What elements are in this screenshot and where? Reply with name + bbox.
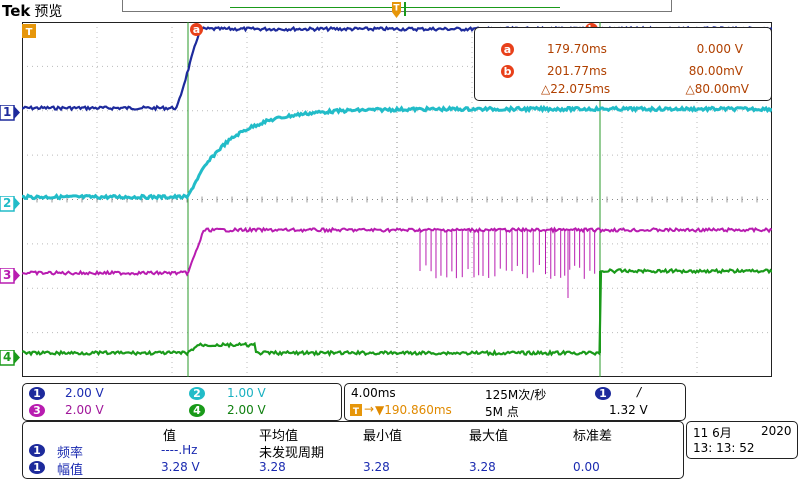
- cursor-readout-panel: a 179.70ms 0.000 V b 201.77ms 80.00mV △2…: [474, 27, 772, 101]
- top-bar: Tek 预览 T: [0, 0, 800, 22]
- ch3-marker-label: 3: [3, 268, 12, 282]
- horizontal-trigger-panel[interactable]: 4.00ms 125M次/秒 1 / T → ▼190.860ms 5M 点 1…: [344, 383, 686, 421]
- ch1-ground-marker[interactable]: 1: [0, 104, 20, 125]
- cursor-a-value: 0.000 V: [696, 42, 743, 56]
- ch1-badge[interactable]: 1: [29, 387, 45, 400]
- ch3-waveform: [22, 226, 772, 277]
- measurement-panel[interactable]: 值 平均值 最小值 最大值 标准差 1 频率 ----.Hz 未发现周期 1 幅…: [22, 421, 684, 479]
- meas2-std: 0.00: [573, 460, 600, 474]
- ch2-scale-value[interactable]: 1.00 V: [227, 386, 266, 400]
- col-header-min: 最小值: [363, 429, 403, 444]
- meas1-channel-badge: 1: [29, 444, 45, 457]
- meas2-mean: 3.28: [259, 460, 286, 474]
- ch4-scale-value[interactable]: 2.00 V: [227, 403, 266, 417]
- meas1-name[interactable]: 频率: [57, 446, 84, 461]
- cursor-a-badge: a: [501, 43, 514, 56]
- meas2-max: 3.28: [469, 460, 496, 474]
- brand-logo: Tek 预览: [2, 1, 62, 21]
- trigger-position-value[interactable]: ▼190.860ms: [375, 403, 452, 417]
- cursor-a-time: 179.70ms: [547, 42, 607, 56]
- trigger-position-tag-icon: T: [350, 404, 362, 417]
- cursor-delta-time: △22.075ms: [541, 82, 611, 96]
- year-value: 2020: [761, 424, 792, 438]
- ch1-marker-label: 1: [3, 105, 12, 119]
- trigger-position-icon[interactable]: T: [390, 0, 414, 22]
- graticule-frame: [22, 22, 772, 377]
- cursor-delta-value: △80.00mV: [685, 82, 749, 96]
- col-header-std: 标准差: [573, 429, 613, 444]
- ch2-badge[interactable]: 2: [189, 387, 205, 400]
- mode-label: 预览: [34, 4, 63, 20]
- trigger-slope-icon[interactable]: /: [637, 385, 642, 399]
- time-value: 13: 13: 52: [693, 441, 755, 455]
- trigger-marker-icon[interactable]: T: [22, 23, 44, 41]
- meas1-value: ----.Hz: [161, 443, 198, 457]
- meas2-channel-badge: 1: [29, 461, 45, 474]
- cursor-a-marker[interactable]: a: [190, 23, 203, 36]
- col-header-max: 最大值: [469, 429, 509, 444]
- date-value: 11 6月: [693, 426, 732, 440]
- ch3-scale-value[interactable]: 2.00 V: [65, 403, 104, 417]
- sample-rate-value: 125M次/秒: [485, 388, 547, 402]
- svg-text:T: T: [353, 407, 360, 417]
- cursor-b-value: 80.00mV: [688, 64, 743, 78]
- datetime-panel[interactable]: 11 6月 2020 13: 13: 52: [686, 421, 798, 459]
- ch2-ground-marker[interactable]: 2: [0, 195, 20, 216]
- brand-name: Tek: [2, 2, 31, 20]
- cursor-b-badge: b: [501, 65, 514, 78]
- meas2-name[interactable]: 幅值: [57, 463, 84, 478]
- trigger-arrow-icon: →: [364, 402, 375, 416]
- record-length-value: 5M 点: [485, 405, 519, 419]
- ch4-marker-label: 4: [3, 350, 12, 364]
- ch3-badge[interactable]: 3: [29, 404, 45, 417]
- timebase-value[interactable]: 4.00ms: [351, 386, 396, 400]
- ch2-marker-label: 2: [3, 196, 12, 210]
- svg-text:T: T: [26, 27, 33, 38]
- meas2-value: 3.28 V: [161, 460, 200, 474]
- ch3-ground-marker[interactable]: 3: [0, 267, 20, 288]
- ch4-waveform: [22, 267, 772, 358]
- col-header-value: 值: [163, 429, 177, 444]
- cursor-b-time: 201.77ms: [547, 64, 607, 78]
- meas2-min: 3.28: [363, 460, 390, 474]
- trigger-source-badge[interactable]: 1: [595, 387, 611, 400]
- trigger-level-value[interactable]: 1.32 V: [609, 403, 648, 417]
- meas1-mean: 未发现周期: [259, 446, 325, 461]
- ch1-scale-value[interactable]: 2.00 V: [65, 386, 104, 400]
- ch4-ground-marker[interactable]: 4: [0, 349, 20, 370]
- svg-text:T: T: [393, 4, 400, 14]
- ch2-waveform: [22, 104, 772, 201]
- col-header-mean: 平均值: [259, 429, 299, 444]
- ch4-badge[interactable]: 4: [189, 404, 205, 417]
- vertical-scale-panel[interactable]: 1 2.00 V 2 1.00 V 3 2.00 V 4 2.00 V: [22, 383, 342, 421]
